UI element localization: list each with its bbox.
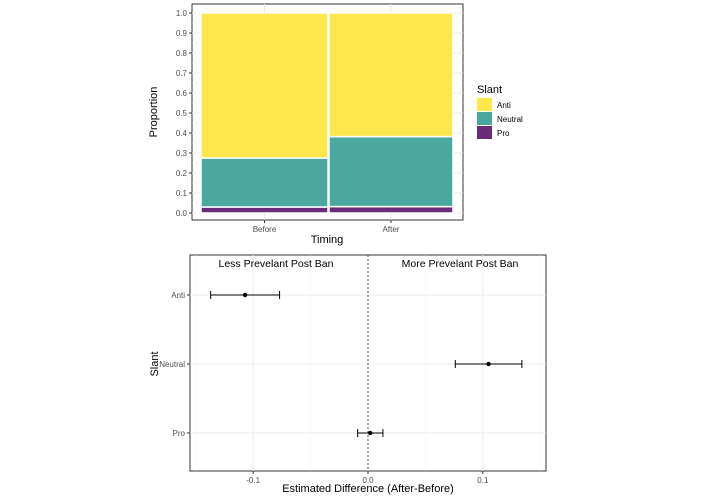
- x-axis-title: Estimated Difference (After-Before): [282, 483, 454, 495]
- x-tick-label: -0.1: [246, 476, 260, 485]
- bar-segment-pro-after: [328, 205, 454, 214]
- y-tick-label: 0.5: [176, 109, 188, 118]
- x-axis-ticks: -0.1 0.0 0.1: [246, 471, 489, 485]
- y-axis-title: Proportion: [148, 87, 160, 138]
- legend-label-neutral: Neutral: [497, 115, 523, 124]
- point-estimate-anti: [242, 292, 248, 298]
- y-tick-label: 1.0: [176, 9, 188, 18]
- estimates: [210, 291, 523, 437]
- y-tick-label: Anti: [171, 291, 185, 300]
- proportion-chart: 0.0 0.1 0.2 0.3 0.4 0.5 0.6 0.7 0.8 0.9 1.0 Before…: [148, 3, 523, 246]
- y-tick-label: 0.8: [176, 49, 188, 58]
- y-tick-label: 0.1: [176, 189, 188, 198]
- legend-label-pro: Pro: [497, 129, 510, 138]
- bars: [200, 12, 454, 214]
- y-tick-label: 0.2: [176, 169, 188, 178]
- bar-segment-neutral-before: [200, 157, 329, 208]
- x-tick-label: 0.1: [477, 476, 489, 485]
- legend: Slant Anti Neutral Pro: [477, 84, 523, 139]
- y-tick-label: 0.4: [176, 129, 188, 138]
- y-axis-ticks: 0.0 0.1 0.2 0.3 0.4 0.5 0.6 0.7 0.8 0.9 1.0: [176, 9, 192, 218]
- annotation-more-prevalent: More Prevelant Post Ban: [402, 258, 519, 270]
- y-tick-label: 0.6: [176, 89, 188, 98]
- y-tick-label: Neutral: [159, 360, 185, 369]
- y-tick-label: 0.0: [176, 209, 188, 218]
- x-tick-label: After: [383, 225, 400, 234]
- legend-label-anti: Anti: [497, 101, 511, 110]
- x-tick-label: 0.0: [362, 476, 374, 485]
- point-estimate-neutral: [486, 361, 491, 367]
- y-axis-title: Slant: [149, 351, 161, 376]
- x-axis-ticks: Before After: [253, 220, 400, 234]
- legend-key-neutral: [477, 112, 492, 125]
- y-tick-label: 0.3: [176, 149, 188, 158]
- x-tick-label: Before: [253, 225, 277, 234]
- annotation-less-prevalent: Less Prevelant Post Ban: [219, 258, 334, 270]
- bar-segment-neutral-after: [328, 135, 454, 208]
- y-tick-label: Pro: [173, 429, 186, 438]
- bar-segment-pro-before: [200, 206, 329, 214]
- legend-title: Slant: [477, 84, 502, 96]
- estimate-chart: Less Prevelant Post Ban More Prevelant P…: [149, 254, 547, 495]
- x-axis-title: Timing: [311, 234, 344, 246]
- legend-key-anti: [477, 98, 492, 111]
- y-tick-label: 0.7: [176, 69, 188, 78]
- y-axis-ticks: Anti Neutral Pro: [159, 291, 190, 438]
- bar-segment-anti-after: [328, 12, 454, 138]
- bar-segment-anti-before: [200, 12, 329, 159]
- legend-key-pro: [477, 126, 492, 139]
- point-estimate-pro: [368, 430, 373, 436]
- legend-items: Anti Neutral Pro: [477, 98, 523, 139]
- y-tick-label: 0.9: [176, 29, 188, 38]
